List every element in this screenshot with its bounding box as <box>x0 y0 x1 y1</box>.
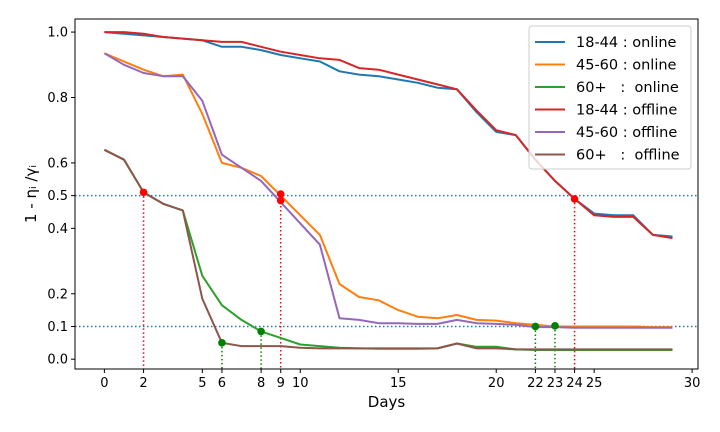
x-tick-label-7: 15 <box>390 376 407 391</box>
x-tick-label-8: 20 <box>488 376 505 391</box>
legend-box <box>528 25 692 170</box>
series-line-3 <box>104 31 673 240</box>
marker-point-7 <box>551 322 559 330</box>
y-tick-label-6: 0.8 <box>47 91 68 106</box>
marker-point-5 <box>257 327 265 336</box>
y-tick-label-7: 1.0 <box>47 26 68 41</box>
y-tick-label-5: 0.6 <box>47 156 68 171</box>
x-tick-label-0: 0 <box>100 376 108 391</box>
x-tick-label-9: 22 <box>527 376 544 391</box>
series-line-2 <box>103 148 673 351</box>
legend: 18-44 : online 45-60 : online 60+ : online… <box>528 25 692 170</box>
y-tick-label-0: 0.0 <box>47 353 68 368</box>
legend-label-1: 45-60 : online <box>576 58 677 74</box>
legend-label-2: 60+ : online <box>576 80 679 96</box>
x-tick-label-5: 9 <box>277 376 285 391</box>
y-tick-label-3: 0.4 <box>47 222 68 237</box>
x-axis-title: Days <box>368 393 406 411</box>
marker-point-6 <box>531 322 540 331</box>
axis-ticks: 0 2 5 6 8 9 10 15 20 22 23 24 25 300.00.10.20.40.50.6… <box>47 26 700 391</box>
y-tick-label-4: 0.5 <box>47 189 68 204</box>
y-tick-label-1: 0.1 <box>47 320 68 335</box>
x-tick-label-10: 23 <box>547 376 564 391</box>
series-line-4 <box>103 52 673 329</box>
marker-point-2 <box>276 196 285 205</box>
x-tick-label-4: 8 <box>257 376 265 391</box>
legend-label-5: 60+ : offline <box>576 148 680 164</box>
marker-point-4 <box>218 339 226 347</box>
x-tick-label-13: 30 <box>684 376 701 391</box>
y-tick-label-2: 0.2 <box>47 287 68 302</box>
marker-point-3 <box>570 195 579 203</box>
x-tick-label-6: 10 <box>292 376 309 391</box>
axes-frame <box>74 18 699 370</box>
legend-label-0: 18-44 : online <box>576 35 677 51</box>
legend-label-4: 45-60 : offline <box>576 125 677 141</box>
marker-point-0 <box>139 188 148 197</box>
y-axis-title: 1 - ηᵢ /γᵢ <box>22 165 40 223</box>
plot-area <box>75 31 698 369</box>
x-tick-label-11: 24 <box>566 376 583 391</box>
marker-point-1 <box>276 190 285 198</box>
x-tick-label-12: 25 <box>586 376 603 391</box>
series-line-1 <box>104 52 673 329</box>
x-tick-label-3: 6 <box>218 376 226 391</box>
x-tick-label-2: 5 <box>198 376 206 391</box>
series-line-5 <box>103 148 673 351</box>
legend-label-3: 18-44 : offline <box>576 103 677 119</box>
x-tick-label-1: 2 <box>139 376 147 391</box>
